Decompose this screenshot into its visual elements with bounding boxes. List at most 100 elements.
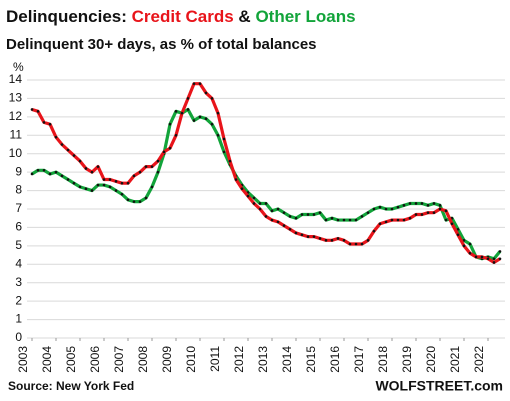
y-tick-label: 7	[15, 201, 22, 215]
x-tick-label: 2022	[472, 346, 486, 373]
title-joiner: &	[238, 7, 250, 26]
data-point	[426, 204, 430, 207]
data-point	[300, 233, 304, 237]
data-point	[276, 220, 280, 224]
data-point	[408, 202, 412, 205]
data-point	[420, 213, 424, 216]
data-point	[336, 218, 340, 222]
data-point	[360, 215, 364, 218]
data-point	[180, 111, 184, 115]
data-point	[144, 196, 148, 200]
data-point	[216, 133, 220, 137]
x-tick-label: 2007	[112, 346, 126, 373]
x-tick-label: 2018	[376, 346, 390, 373]
data-point	[408, 216, 412, 220]
data-point	[168, 146, 172, 150]
data-point	[210, 97, 214, 100]
data-point	[48, 122, 52, 126]
data-point	[54, 135, 58, 139]
data-point	[444, 218, 448, 222]
data-point	[144, 165, 148, 168]
y-tick-label: 1	[15, 312, 22, 326]
data-point	[456, 233, 460, 237]
data-point	[474, 255, 478, 259]
data-point	[174, 133, 178, 137]
x-tick-label: 2011	[208, 346, 222, 372]
x-tick-label: 2003	[16, 346, 30, 373]
data-point	[384, 207, 388, 211]
data-point	[348, 242, 352, 246]
data-point	[36, 110, 40, 113]
y-tick-label: 14	[9, 72, 23, 86]
data-point	[132, 200, 136, 203]
data-point	[156, 159, 160, 163]
y-tick-label: 9	[15, 164, 22, 178]
y-tick-label: 8	[15, 183, 22, 197]
data-point	[90, 170, 94, 174]
data-point	[42, 169, 46, 172]
data-point	[216, 111, 220, 115]
series-line	[31, 82, 501, 265]
data-point	[402, 204, 406, 207]
data-point	[390, 218, 394, 222]
legend-other-loans: Other Loans	[255, 7, 355, 26]
data-point	[108, 178, 112, 181]
x-tick-label: 2012	[232, 346, 246, 373]
data-point	[174, 110, 178, 113]
chart-subtitle: Delinquent 30+ days, as % of total balan…	[6, 36, 317, 53]
data-point	[90, 189, 94, 192]
y-tick-label: 3	[15, 275, 22, 289]
x-tick-label: 2010	[184, 346, 198, 373]
data-point	[342, 218, 346, 222]
data-point	[462, 244, 466, 248]
data-point	[246, 194, 250, 198]
data-point	[48, 172, 52, 176]
x-tick-label: 2006	[88, 346, 102, 373]
data-point	[282, 211, 286, 214]
data-point	[120, 181, 124, 185]
data-point	[468, 251, 472, 255]
data-point	[192, 119, 196, 122]
data-point	[168, 122, 172, 126]
data-point	[126, 198, 130, 202]
data-point	[420, 202, 424, 205]
x-tick-label: 2014	[280, 346, 294, 373]
data-point	[372, 207, 376, 211]
data-point	[336, 237, 340, 240]
data-point	[66, 148, 70, 152]
data-point	[30, 108, 34, 111]
data-point	[462, 239, 466, 242]
data-point	[312, 235, 316, 238]
data-point	[360, 242, 364, 246]
data-point	[414, 213, 418, 216]
y-tick-label: 11	[10, 127, 23, 141]
data-point	[36, 169, 40, 172]
data-point	[120, 192, 124, 196]
data-point	[84, 187, 88, 191]
x-tick-label: 2005	[64, 346, 78, 373]
data-point	[354, 242, 358, 246]
x-tick-label: 2008	[136, 346, 150, 373]
data-point	[84, 167, 88, 170]
y-tick-label: 6	[15, 220, 22, 234]
data-point	[492, 261, 496, 264]
data-point	[288, 215, 292, 218]
data-point	[96, 183, 100, 187]
data-point	[396, 205, 400, 209]
data-point	[258, 202, 262, 205]
data-point	[54, 170, 58, 174]
data-point	[222, 150, 226, 154]
chart-title: Delinquencies: Credit Cards & Other Loan…	[6, 7, 356, 26]
data-point	[282, 224, 286, 227]
data-point	[150, 185, 154, 189]
x-tick-label: 2020	[424, 346, 438, 373]
series-line	[31, 107, 502, 261]
data-point	[108, 185, 112, 189]
data-point	[234, 178, 238, 181]
data-point	[426, 211, 430, 214]
data-point	[198, 82, 202, 85]
data-point	[378, 222, 382, 226]
data-point	[264, 202, 268, 205]
data-point	[78, 159, 82, 163]
